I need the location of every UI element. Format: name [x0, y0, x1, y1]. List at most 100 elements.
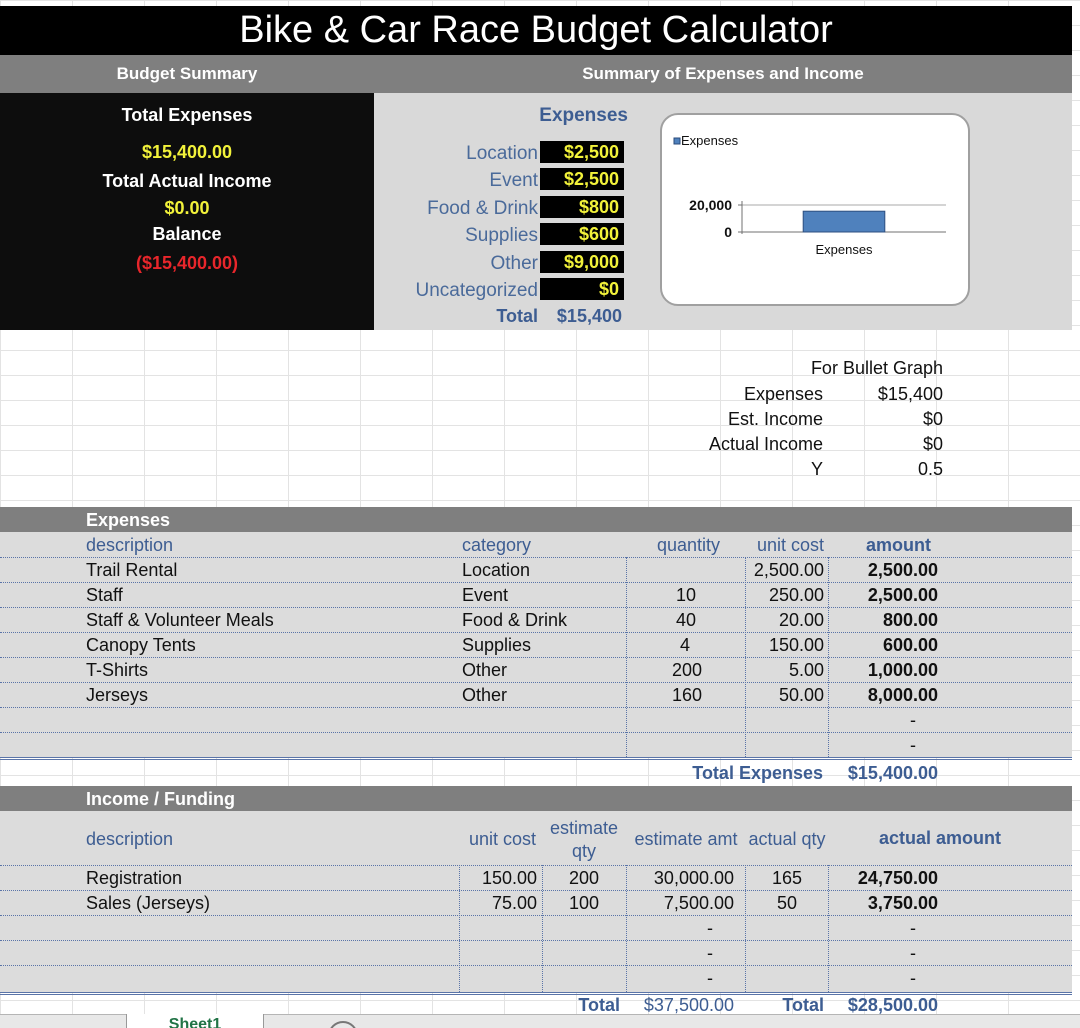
sheet-tab[interactable]: Sheet1: [126, 1014, 264, 1028]
cell-quantity[interactable]: 40: [675, 610, 696, 630]
total-divider: [0, 992, 1072, 995]
cell-description[interactable]: Registration: [86, 868, 183, 888]
budget-summary-heading: Budget Summary: [116, 64, 258, 83]
cell-unit-cost[interactable]: 5.00: [788, 660, 824, 680]
cell-amount[interactable]: 800.00: [882, 610, 938, 630]
expense-category-value[interactable]: $800: [540, 196, 624, 218]
total-expenses-label: Total Expenses: [692, 763, 823, 783]
chart-x-tick-label: Expenses: [815, 242, 873, 257]
cell-category[interactable]: Event: [462, 585, 509, 605]
cell-estimate-amt[interactable]: -: [707, 968, 713, 988]
cell-quantity[interactable]: 160: [671, 685, 702, 705]
row-divider: [0, 607, 1072, 608]
cell-estimate-amt[interactable]: -: [707, 943, 713, 963]
cell-estimate-amt[interactable]: 7,500.00: [663, 893, 734, 913]
cell-estimate-amt[interactable]: -: [707, 918, 713, 938]
bullet-graph-label: Est. Income: [727, 409, 823, 429]
cell-category[interactable]: Supplies: [462, 635, 532, 655]
chart-plot-area: 20,000 0 Expenses: [689, 197, 946, 257]
expenses-summary-total-label: Total: [496, 306, 538, 326]
col-divider: [828, 557, 829, 757]
cell-actual-amount[interactable]: -: [910, 968, 916, 988]
cell-actual-amount[interactable]: -: [910, 918, 916, 938]
bullet-graph-value: 0.5: [917, 459, 943, 479]
cell-unit-cost[interactable]: 150.00: [768, 635, 824, 655]
cell-amount[interactable]: 8,000.00: [867, 685, 938, 705]
cell-quantity[interactable]: 4: [679, 635, 690, 655]
cell-description[interactable]: Staff: [86, 585, 123, 605]
cell-unit-cost[interactable]: 250.00: [768, 585, 824, 605]
cell-amount[interactable]: 2,500.00: [867, 560, 938, 580]
cell-unit-cost[interactable]: 2,500.00: [753, 560, 824, 580]
expense-category-value[interactable]: $600: [540, 223, 624, 245]
cell-actual-amount[interactable]: -: [910, 943, 916, 963]
expense-category-value[interactable]: $0: [540, 278, 624, 300]
cell-amount[interactable]: -: [910, 710, 916, 730]
row-divider: [0, 657, 1072, 658]
cell-estimate-amt[interactable]: 30,000.00: [653, 868, 734, 888]
cell-estimate-qty[interactable]: 100: [568, 893, 600, 913]
row-divider: [0, 940, 1072, 941]
chart-y-tick-label: 0: [724, 224, 732, 240]
col-header-estimate-qty-2: qty: [571, 841, 596, 861]
chart-y-tick-label: 20,000: [689, 197, 732, 213]
cell-actual-qty[interactable]: 50: [776, 893, 798, 913]
expense-category-label: Supplies: [465, 225, 538, 246]
cell-amount[interactable]: 2,500.00: [867, 585, 938, 605]
cell-description[interactable]: Trail Rental: [86, 560, 178, 580]
cell-unit-cost[interactable]: 150.00: [481, 868, 537, 888]
bullet-graph-label: Expenses: [743, 384, 823, 404]
cell-quantity[interactable]: 200: [671, 660, 702, 680]
col-divider: [745, 557, 746, 757]
expense-category-label: Other: [490, 253, 538, 274]
total-expenses-value: $15,400.00: [141, 142, 233, 162]
cell-actual-qty[interactable]: 165: [771, 868, 803, 888]
col-header-estimate-qty: estimate: [549, 818, 619, 838]
row-divider: [0, 582, 1072, 583]
cell-description[interactable]: Staff & Volunteer Meals: [86, 610, 274, 630]
expense-category-value[interactable]: $2,500: [540, 141, 624, 163]
row-divider: [0, 632, 1072, 633]
cell-estimate-qty[interactable]: 200: [568, 868, 600, 888]
row-divider: [0, 915, 1072, 916]
col-header-unit-cost: unit cost: [468, 829, 536, 849]
col-header-actual-amount: actual amount: [879, 828, 1002, 848]
total-actual-income-label: Total Actual Income: [102, 171, 272, 191]
col-header-quantity: quantity: [656, 535, 720, 555]
chart-legend-swatch: [673, 137, 681, 145]
bullet-graph-value: $0: [922, 434, 943, 454]
total-expenses-value: $15,400.00: [847, 763, 938, 783]
expense-category-row: Food & Drink $800: [374, 196, 626, 220]
cell-description[interactable]: Canopy Tents: [86, 635, 196, 655]
cell-actual-amount[interactable]: 3,750.00: [867, 893, 938, 913]
cell-description[interactable]: Sales (Jerseys): [86, 893, 211, 913]
expenses-summary-heading: Expenses: [539, 105, 628, 126]
total-actual-income-value: $0.00: [164, 198, 210, 218]
expenses-section-header: Expenses: [0, 507, 1072, 532]
bullet-graph-title: For Bullet Graph: [810, 358, 943, 378]
cell-description[interactable]: Jerseys: [86, 685, 149, 705]
cell-category[interactable]: Other: [462, 685, 508, 705]
col-divider: [459, 865, 460, 992]
estimate-total-value: $37,500.00: [643, 995, 734, 1015]
expense-category-label: Event: [489, 170, 538, 191]
cell-unit-cost[interactable]: 75.00: [491, 893, 537, 913]
cell-amount[interactable]: 1,000.00: [867, 660, 938, 680]
cell-actual-amount[interactable]: 24,750.00: [857, 868, 938, 888]
cell-category[interactable]: Other: [462, 660, 508, 680]
expenses-chart[interactable]: Expenses 20,000 0 Expenses: [660, 113, 970, 306]
row-divider: [0, 965, 1072, 966]
expense-category-value[interactable]: $2,500: [540, 168, 624, 190]
cell-quantity[interactable]: 10: [675, 585, 696, 605]
cell-amount[interactable]: 600.00: [882, 635, 938, 655]
summary-expenses-income-heading: Summary of Expenses and Income: [582, 64, 864, 83]
cell-category[interactable]: Food & Drink: [462, 610, 568, 630]
expense-category-value[interactable]: $9,000: [540, 251, 624, 273]
cell-description[interactable]: T-Shirts: [86, 660, 149, 680]
total-divider: [0, 757, 1072, 760]
cell-amount[interactable]: -: [910, 735, 916, 755]
cell-category[interactable]: Location: [462, 560, 531, 580]
cell-unit-cost[interactable]: 50.00: [778, 685, 824, 705]
row-divider: [0, 890, 1072, 891]
cell-unit-cost[interactable]: 20.00: [778, 610, 824, 630]
